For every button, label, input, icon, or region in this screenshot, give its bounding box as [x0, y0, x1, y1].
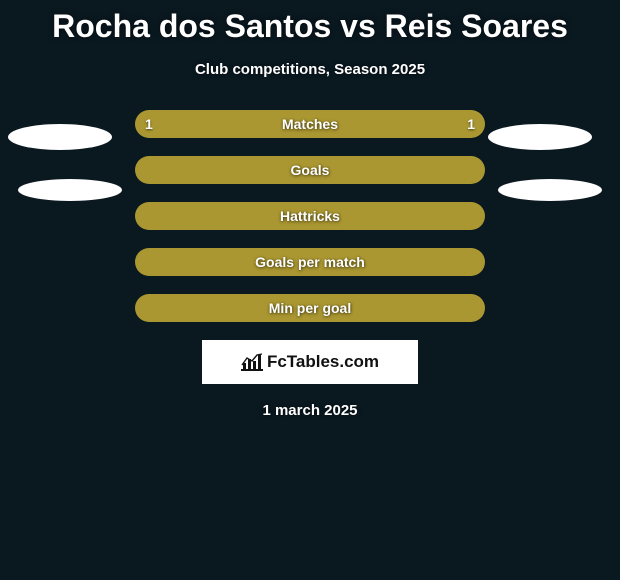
bar-wrap: Goals per match [135, 248, 485, 276]
bar-wrap: Hattricks [135, 202, 485, 230]
bar-right [310, 156, 485, 184]
stat-row: Hattricks [0, 202, 620, 230]
bar-wrap: 1 1 Matches [135, 110, 485, 138]
stat-label: Min per goal [269, 300, 351, 316]
fctables-logo: FcTables.com [241, 352, 379, 372]
bar-left [135, 156, 310, 184]
stat-row: Goals per match [0, 248, 620, 276]
value-left: 1 [145, 116, 153, 132]
footer-date: 1 march 2025 [0, 402, 620, 419]
player-photo-placeholder [498, 179, 602, 201]
stat-row: Min per goal [0, 294, 620, 322]
stat-label: Goals [291, 162, 330, 178]
bar-wrap: Goals [135, 156, 485, 184]
stat-label: Hattricks [280, 208, 340, 224]
bar-wrap: Min per goal [135, 294, 485, 322]
stat-label: Goals per match [255, 254, 365, 270]
player-photo-placeholder [8, 124, 112, 150]
stat-label: Matches [282, 116, 338, 132]
logo-text: FcTables.com [267, 352, 379, 372]
player-photo-placeholder [18, 179, 122, 201]
chart-icon [241, 353, 263, 371]
subtitle: Club competitions, Season 2025 [0, 61, 620, 78]
player-photo-placeholder [488, 124, 592, 150]
value-right: 1 [467, 116, 475, 132]
logo-box: FcTables.com [202, 340, 418, 384]
comparison-title: Rocha dos Santos vs Reis Soares [0, 0, 620, 45]
